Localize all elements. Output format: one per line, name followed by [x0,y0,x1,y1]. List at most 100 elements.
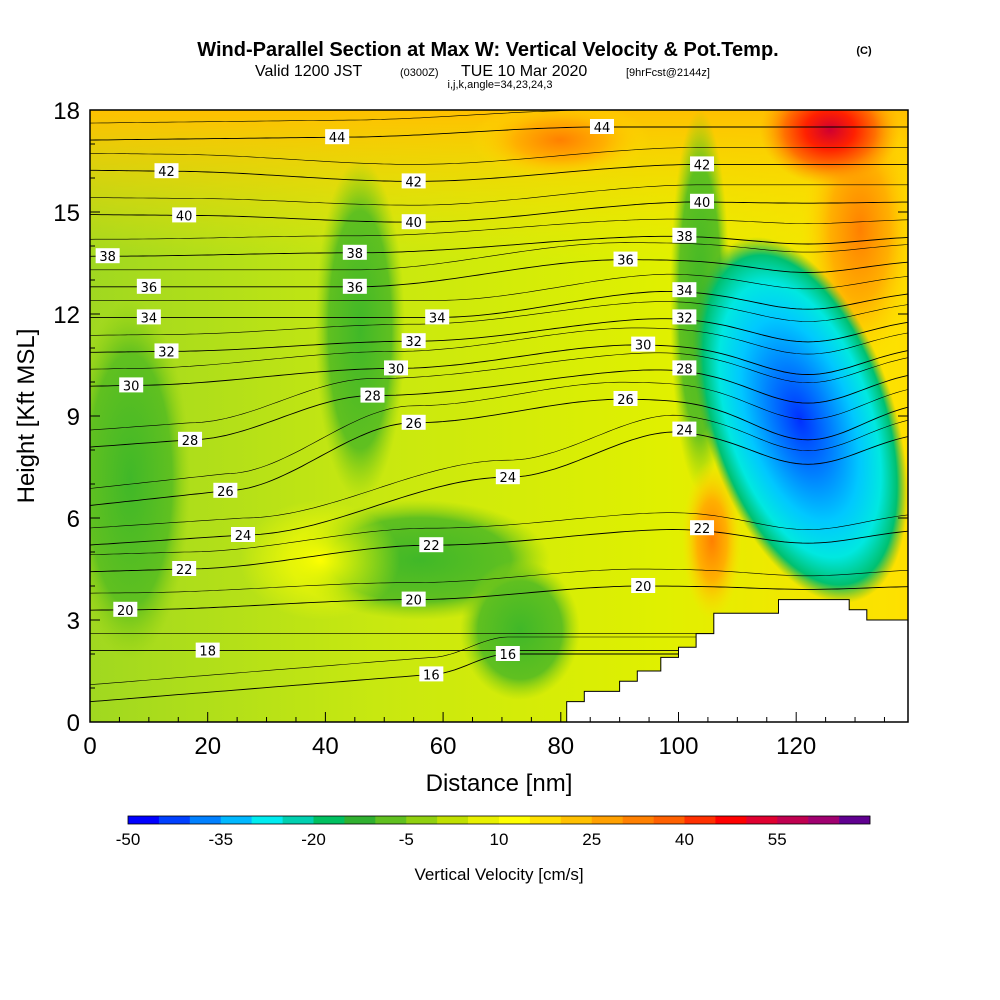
terrain-mask [566,599,909,723]
theta-label: 24 [676,424,693,439]
theta-label-box [342,244,367,260]
colorbar-tick-label: 55 [768,830,787,849]
colorbar-swatch [468,816,500,824]
theta-label: 18 [199,645,216,660]
colorbar-swatch [158,816,191,824]
theta-contour-20 [90,585,908,611]
theta-contour-44 [90,126,908,141]
theta-contour-minor [90,110,908,124]
theta-label: 26 [617,393,634,408]
theta-contour-minor [90,568,908,594]
theta-label: 40 [176,209,193,224]
theta-label: 20 [635,580,652,595]
theta-contour-minor [90,184,908,206]
colorbar-swatch [839,816,871,824]
theta-contour-minor [90,147,908,165]
theta-label: 36 [347,281,364,296]
theta-label: 28 [676,362,693,377]
colorbar-tick-label: -35 [208,830,233,849]
theta-label: 22 [694,522,711,537]
theta-contour-40 [90,201,908,223]
colorbar-tick-label: -50 [116,830,141,849]
theta-contour-38 [90,235,908,257]
theta-label-box [172,207,197,223]
chart-indices: i,j,k,angle=34,23,24,3 [448,79,553,91]
theta-contour-minor [90,327,908,370]
theta-label-box [119,377,144,393]
theta-label-box [154,163,179,179]
y-tick-label: 3 [67,608,80,635]
theta-label-box [419,666,444,682]
theta-label-box [401,214,426,230]
theta-label-box [589,119,614,134]
chart-subtitle: Valid 1200 JST (0300Z) TUE 10 Mar 2020 [… [255,63,710,80]
theta-label-box [613,391,638,406]
theta-contour-minor [90,218,908,240]
theta-label: 22 [423,539,440,554]
colorbar-tick-label: -20 [301,830,326,849]
colorbar-swatch [313,816,345,824]
colorbar: -50 -35 -20 -5 10 25 40 55 [116,815,871,849]
subtitle-valid: Valid 1200 JST [255,63,363,80]
theta-contour-34 [90,290,908,318]
theta-label-box [425,309,450,325]
theta-label: 24 [500,471,517,486]
theta-contour-minor [90,352,908,431]
theta-label: 36 [617,254,634,269]
x-tick-label: 120 [776,733,816,760]
theta-label-box [690,520,715,536]
theta-label: 30 [388,362,405,377]
theta-label-box [495,646,520,661]
theta-contour-minor [90,242,908,271]
theta-label-box [154,343,179,359]
theta-label-box [631,336,656,352]
theta-label: 26 [217,485,234,500]
theta-label: 42 [158,165,175,180]
theta-contour-minor [90,273,908,301]
theta-label: 30 [123,379,140,394]
theta-contour-minor [90,512,908,555]
x-tick-label: 100 [658,733,698,760]
colorbar-swatch [529,816,562,824]
colorbar-swatch [128,816,160,824]
theta-label: 36 [141,281,158,296]
colorbar-swatch [777,816,809,824]
theta-contour-42 [90,163,908,182]
x-axis: 0 20 40 60 80 100 120 [83,712,885,760]
colorbar-swatch [715,816,747,824]
theta-label-box [360,387,385,403]
theta-label: 40 [405,216,422,231]
theta-label-box [113,601,138,617]
theta-contour-22 [90,529,908,573]
theta-label-box [690,193,715,209]
colorbar-swatch [344,816,376,824]
theta-label: 38 [347,247,364,262]
yellow-zone-low [240,500,400,620]
theta-label-box [613,251,638,267]
theta-label-box [672,309,697,325]
theta-label-box [213,482,238,498]
colorbar-swatch [220,816,252,824]
theta-contour-minor [90,414,908,529]
colorbar-tick-label: -5 [399,830,414,849]
theta-contour-28 [90,369,908,448]
colorbar-swatch [406,816,438,824]
y-tick-label: 9 [67,404,80,431]
y-tick-label: 18 [53,98,80,125]
theta-label: 44 [329,131,346,146]
y-tick-label: 12 [53,302,80,329]
colorbar-swatch [684,816,716,824]
theta-label: 34 [676,284,693,299]
theta-label-box [195,642,220,658]
subtitle-zulu: (0300Z) [400,67,439,79]
theta-label: 28 [182,434,199,449]
theta-label: 20 [117,604,134,619]
colorbar-swatch [282,816,314,824]
theta-label-box [631,578,656,593]
colorbar-swatch [653,816,685,824]
theta-label-box [136,309,161,325]
theta-label: 40 [694,196,711,211]
colorbar-swatch [189,816,222,824]
